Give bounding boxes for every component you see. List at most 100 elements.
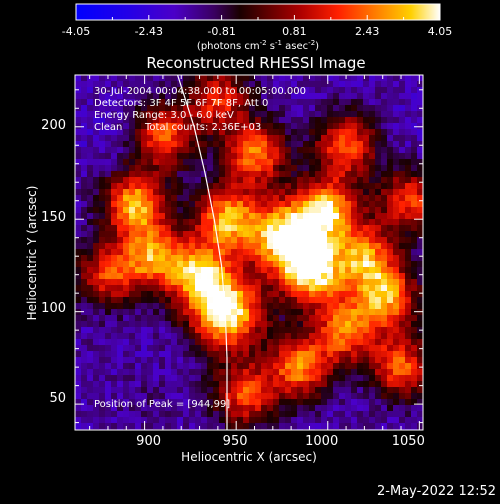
heatmap-cell bbox=[207, 363, 214, 370]
heatmap-cell bbox=[219, 207, 226, 214]
heatmap-cell bbox=[375, 93, 382, 100]
heatmap-cell bbox=[273, 375, 280, 382]
heatmap-cell bbox=[267, 261, 274, 268]
heatmap-cell bbox=[399, 375, 406, 382]
heatmap-cell bbox=[117, 423, 124, 430]
heatmap-cell bbox=[219, 117, 226, 124]
heatmap-cell bbox=[303, 111, 310, 118]
heatmap-cell bbox=[171, 357, 178, 364]
heatmap-cell bbox=[333, 243, 340, 250]
heatmap-cell bbox=[201, 339, 208, 346]
heatmap-cell bbox=[111, 399, 118, 406]
heatmap-cell bbox=[153, 171, 160, 178]
heatmap-cell bbox=[153, 393, 160, 400]
heatmap-cell bbox=[333, 369, 340, 376]
heatmap-cell bbox=[165, 297, 172, 304]
heatmap-cell bbox=[393, 315, 400, 322]
heatmap-cell bbox=[255, 375, 262, 382]
heatmap-cell bbox=[261, 339, 268, 346]
heatmap-cell bbox=[351, 345, 358, 352]
heatmap-cell bbox=[129, 333, 136, 340]
heatmap-cell bbox=[279, 195, 286, 202]
heatmap-cell bbox=[267, 273, 274, 280]
heatmap-cell bbox=[267, 249, 274, 256]
heatmap-cell bbox=[267, 417, 274, 424]
heatmap-cell bbox=[381, 387, 388, 394]
heatmap-cell bbox=[189, 309, 196, 316]
heatmap-cell bbox=[375, 243, 382, 250]
heatmap-cell bbox=[225, 399, 232, 406]
heatmap-cell bbox=[333, 297, 340, 304]
heatmap-cell bbox=[291, 339, 298, 346]
heatmap-cell bbox=[285, 201, 292, 208]
heatmap-cell bbox=[87, 303, 94, 310]
heatmap-cell bbox=[309, 123, 316, 130]
heatmap-cell bbox=[207, 315, 214, 322]
heatmap-cell bbox=[267, 345, 274, 352]
heatmap-cell bbox=[189, 369, 196, 376]
heatmap-cell bbox=[93, 141, 100, 148]
heatmap-cell bbox=[219, 141, 226, 148]
heatmap-cell bbox=[105, 381, 112, 388]
heatmap-cell bbox=[177, 423, 184, 430]
heatmap-cell bbox=[333, 345, 340, 352]
heatmap-cell bbox=[261, 303, 268, 310]
heatmap-cell bbox=[129, 411, 136, 418]
heatmap-cell bbox=[315, 165, 322, 172]
heatmap-cell bbox=[357, 129, 364, 136]
heatmap-cell bbox=[387, 255, 394, 262]
heatmap-cell bbox=[351, 75, 358, 82]
heatmap-cell bbox=[183, 111, 190, 118]
heatmap-cell bbox=[183, 261, 190, 268]
heatmap-cell bbox=[111, 93, 118, 100]
heatmap-cell bbox=[213, 309, 220, 316]
heatmap-cell bbox=[261, 327, 268, 334]
heatmap-cell bbox=[111, 231, 118, 238]
heatmap-cell bbox=[375, 399, 382, 406]
heatmap-cell bbox=[159, 207, 166, 214]
heatmap-cell bbox=[303, 279, 310, 286]
heatmap-cell bbox=[309, 195, 316, 202]
heatmap-cell bbox=[369, 267, 376, 274]
heatmap-cell bbox=[201, 213, 208, 220]
heatmap-cell bbox=[207, 147, 214, 154]
heatmap-cell bbox=[279, 105, 286, 112]
heatmap-cell bbox=[93, 375, 100, 382]
heatmap-cell bbox=[255, 249, 262, 256]
heatmap-cell bbox=[165, 171, 172, 178]
heatmap-cell bbox=[117, 321, 124, 328]
heatmap-cell bbox=[327, 399, 334, 406]
heatmap-cell bbox=[183, 417, 190, 424]
heatmap-cell bbox=[279, 411, 286, 418]
heatmap-cell bbox=[237, 315, 244, 322]
heatmap-cell bbox=[345, 237, 352, 244]
heatmap-cell bbox=[219, 375, 226, 382]
heatmap-cell bbox=[411, 345, 418, 352]
heatmap-cell bbox=[225, 237, 232, 244]
heatmap-cell bbox=[333, 375, 340, 382]
heatmap-cell bbox=[303, 213, 310, 220]
heatmap-cell bbox=[183, 267, 190, 274]
heatmap-cell bbox=[339, 177, 346, 184]
heatmap-cell bbox=[111, 273, 118, 280]
heatmap-cell bbox=[303, 285, 310, 292]
heatmap-cell bbox=[135, 99, 142, 106]
heatmap-cell bbox=[393, 189, 400, 196]
heatmap-cell bbox=[333, 303, 340, 310]
heatmap-cell bbox=[225, 111, 232, 118]
heatmap-cell bbox=[183, 105, 190, 112]
heatmap-cell bbox=[177, 117, 184, 124]
heatmap-cell bbox=[255, 369, 262, 376]
heatmap-cell bbox=[303, 171, 310, 178]
heatmap-cell bbox=[345, 405, 352, 412]
heatmap-cell bbox=[369, 201, 376, 208]
heatmap-cell bbox=[417, 129, 423, 136]
heatmap-cell bbox=[243, 249, 250, 256]
heatmap-cell bbox=[147, 207, 154, 214]
heatmap-cell bbox=[363, 201, 370, 208]
heatmap-cell bbox=[285, 339, 292, 346]
heatmap-cell bbox=[261, 381, 268, 388]
heatmap-cell bbox=[321, 225, 328, 232]
heatmap-cell bbox=[207, 117, 214, 124]
x-tick-label: 1050 bbox=[392, 434, 425, 449]
